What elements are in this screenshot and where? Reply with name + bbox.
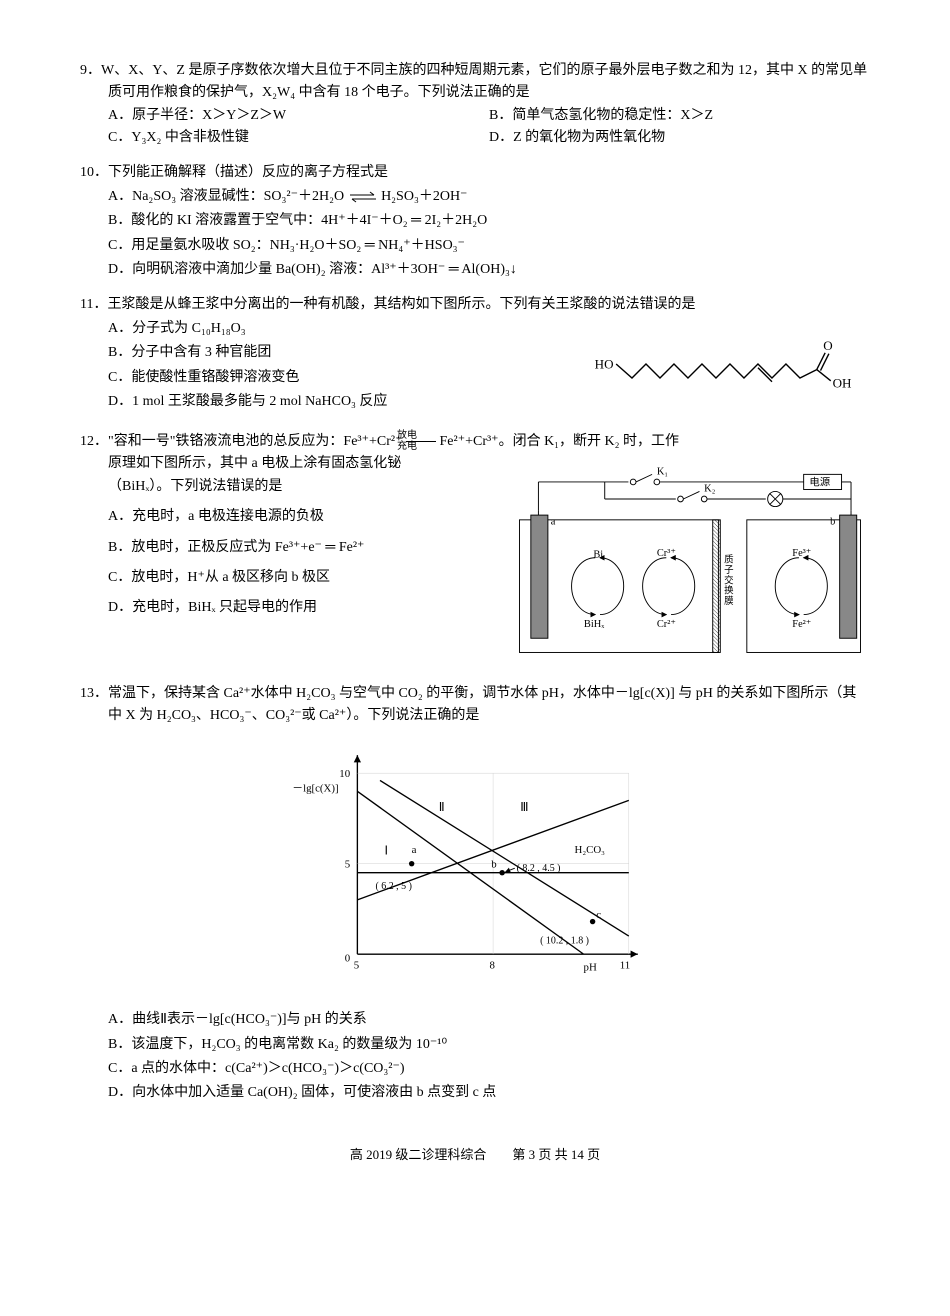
membrane-label: 质子交换膜 — [724, 554, 734, 608]
q13-opt-b: B．该温度下，H₂CO₃ 的电离常数 Ka₂ 的数量级为 10⁻¹⁰ — [108, 1034, 870, 1056]
cr2-label: Cr²⁺ — [657, 619, 676, 630]
q12-opt-a: A．充电时，a 电极连接电源的负极 — [108, 506, 510, 528]
q10-opt-b: B．酸化的 KI 溶液露置于空气中：4H⁺＋4I⁻＋O₂ ═ 2I₂＋2H₂O — [108, 210, 870, 232]
q10-opt-a: A．Na₂SO₃ 溶液显碱性：SO₃²⁻＋2H₂O H₂SO₃＋2OH⁻ — [108, 186, 870, 208]
q12-text3: （BiHₓ）。下列说法错误的是 — [80, 476, 510, 498]
q9-opt-b: B．简单气态氢化物的稳定性：X＞Z — [489, 105, 870, 127]
curve-1: Ⅰ — [385, 845, 388, 858]
curve-3: Ⅲ — [520, 802, 528, 815]
q13-stem: 13．常温下，保持某含 Ca²⁺水体中 H₂CO₃ 与空气中 CO₂ 的平衡，调… — [80, 683, 870, 728]
q12-circuit-diagram: K₁ 电源 K₂ — [510, 463, 870, 670]
y-label: －lg[c(X)] — [292, 783, 338, 795]
point-a: a — [412, 844, 417, 856]
q11-stem: 11．王浆酸是从蜂王浆中分离出的一种有机酸，其结构如下图所示。下列有关王浆酸的说… — [80, 294, 870, 316]
q11-text: 王浆酸是从蜂王浆中分离出的一种有机酸，其结构如下图所示。下列有关王浆酸的说法错误… — [107, 297, 695, 312]
q11-molecule: HO O OH — [590, 336, 870, 419]
q11-opt-b: B．分子中含有 3 种官能团 — [108, 342, 590, 364]
page-footer: 高 2019 级二诊理科综合 第 3 页 共 14 页 — [80, 1145, 870, 1166]
x-label: pH — [584, 962, 597, 974]
curve-2: Ⅱ — [439, 802, 445, 815]
q10-options: A．Na₂SO₃ 溶液显碱性：SO₃²⁻＋2H₂O H₂SO₃＋2OH⁻ B．酸… — [80, 186, 870, 282]
fe3-label: Fe³⁺ — [792, 548, 811, 559]
mol-o: O — [823, 338, 832, 353]
q11-opt-c: C．能使酸性重铬酸钾溶液变色 — [108, 367, 590, 389]
q10-a-pre: A．Na₂SO₃ 溶液显碱性：SO₃²⁻＋2H₂O — [108, 189, 344, 204]
question-13: 13．常温下，保持某含 Ca²⁺水体中 H₂CO₃ 与空气中 CO₂ 的平衡，调… — [80, 683, 870, 1105]
x-8: 8 — [489, 960, 495, 972]
x-5: 5 — [354, 960, 359, 972]
q13-opt-a: A．曲线Ⅱ表示－lg[c(HCO₃⁻)]与 pH 的关系 — [108, 1009, 870, 1031]
q12-text2: 原理如下图所示，其中 a 电极上涂有固态氢化铋 — [80, 453, 510, 475]
q12-stem: 12．"容和一号"铁铬液流电池的总反应为：Fe³⁺+Cr²⁺ 放电 充电 Fe²… — [80, 431, 870, 453]
molecule-icon: HO O OH — [590, 336, 870, 411]
q11-opt-d: D．1 mol 王浆酸最多能与 2 mol NaHCO₃ 反应 — [108, 391, 590, 413]
bi-label: Bi — [593, 550, 603, 561]
q13-options: A．曲线Ⅱ表示－lg[c(HCO₃⁻)]与 pH 的关系 B．该温度下，H₂CO… — [80, 1009, 870, 1105]
q9-text: W、X、Y、Z 是原子序数依次增大且位于不同主族的四种短周期元素，它们的原子最外… — [101, 63, 867, 100]
q10-opt-d: D．向明矾溶液中滴加少量 Ba(OH)₂ 溶液：Al³⁺＋3OH⁻ ═ Al(O… — [108, 259, 870, 281]
y-5: 5 — [345, 859, 350, 871]
q9-opt-c: C．Y₃X₂ 中含非极性键 — [108, 127, 489, 149]
y-0: 0 — [345, 953, 351, 965]
point-c: c — [596, 909, 601, 921]
q9-stem: 9．W、X、Y、Z 是原子序数依次增大且位于不同主族的四种短周期元素，它们的原子… — [80, 60, 870, 105]
q13-text: 常温下，保持某含 Ca²⁺水体中 H₂CO₃ 与空气中 CO₂ 的平衡，调节水体… — [108, 686, 856, 723]
h2co3-label: H₂CO₃ — [575, 844, 606, 856]
equilibrium-arrow-icon — [348, 191, 378, 203]
question-12: 12．"容和一号"铁铬液流电池的总反应为：Fe³⁺+Cr²⁺ 放电 充电 Fe²… — [80, 431, 870, 671]
q13-chart: 10 5 0 －lg[c(X)] 5 8 11 pH H₂CO₃ Ⅰ Ⅱ Ⅲ a… — [285, 737, 665, 999]
q10-text: 下列能正确解释（描述）反应的离子方程式是 — [108, 165, 388, 180]
reversible-arrow-icon: 放电 充电 — [406, 431, 436, 452]
question-11: 11．王浆酸是从蜂王浆中分离出的一种有机酸，其结构如下图所示。下列有关王浆酸的说… — [80, 294, 870, 419]
q13-num: 13． — [80, 686, 108, 701]
q13-opt-c: C．a 点的水体中：c(Ca²⁺)＞c(HCO₃⁻)＞c(CO₃²⁻) — [108, 1058, 870, 1080]
mol-ho: HO — [595, 357, 614, 372]
q9-opt-d: D．Z 的氧化物为两性氧化物 — [489, 127, 870, 149]
q10-stem: 10．下列能正确解释（描述）反应的离子方程式是 — [80, 162, 870, 184]
battery-diagram-icon: K₁ 电源 K₂ — [510, 463, 870, 662]
point-b: b — [491, 859, 497, 871]
q10-a-post: H₂SO₃＋2OH⁻ — [381, 189, 467, 204]
q12-opt-b: B．放电时，正极反应式为 Fe³⁺+e⁻ ═ Fe²⁺ — [108, 537, 510, 559]
question-10: 10．下列能正确解释（描述）反应的离子方程式是 A．Na₂SO₃ 溶液显碱性：S… — [80, 162, 870, 282]
fe2-label: Fe²⁺ — [792, 619, 811, 630]
bihx-label: BiHₓ — [584, 619, 605, 630]
pt-a-coord: ( 6.2 , 5 ) — [375, 881, 411, 892]
q12-opt-d: D．充电时，BiHₓ 只起导电的作用 — [108, 597, 510, 619]
mol-oh: OH — [833, 375, 852, 390]
q12-text-post: Fe²⁺+Cr³⁺。闭合 K₁，断开 K₂ 时，工作 — [440, 434, 680, 449]
k2-label: K₂ — [704, 484, 716, 495]
q12-opt-c: C．放电时，H⁺从 a 极区移向 b 极区 — [108, 567, 510, 589]
q12-options: A．充电时，a 电极连接电源的负极 B．放电时，正极反应式为 Fe³⁺+e⁻ ═… — [80, 506, 510, 620]
electrode-b: b — [830, 517, 835, 528]
power-label: 电源 — [809, 476, 830, 489]
q9-opt-a: A．原子半径：X＞Y＞Z＞W — [108, 105, 489, 127]
q9-options: A．原子半径：X＞Y＞Z＞W B．简单气态氢化物的稳定性：X＞Z C．Y₃X₂ … — [80, 105, 870, 150]
q13-opt-d: D．向水体中加入适量 Ca(OH)₂ 固体，可使溶液由 b 点变到 c 点 — [108, 1082, 870, 1104]
q10-num: 10． — [80, 165, 108, 180]
q12-num: 12． — [80, 434, 108, 449]
pt-c-coord: ( 10.2 , 1.8 ) — [540, 936, 589, 947]
pt-b-coord: ( 8.2 , 4.5 ) — [517, 863, 561, 874]
k1-label: K₁ — [657, 467, 668, 478]
question-9: 9．W、X、Y、Z 是原子序数依次增大且位于不同主族的四种短周期元素，它们的原子… — [80, 60, 870, 150]
arrow-bot: 充电 — [406, 442, 436, 452]
cr3-label: Cr³⁺ — [657, 548, 676, 559]
y-10: 10 — [339, 768, 350, 780]
ph-chart-icon: 10 5 0 －lg[c(X)] 5 8 11 pH H₂CO₃ Ⅰ Ⅱ Ⅲ a… — [285, 737, 665, 990]
q9-num: 9． — [80, 63, 101, 78]
x-11: 11 — [620, 960, 630, 972]
q12-text-pre: "容和一号"铁铬液流电池的总反应为：Fe³⁺+Cr²⁺ — [108, 434, 403, 449]
q11-opt-a: A．分子式为 C₁₀H₁₈O₃ — [108, 318, 590, 340]
electrode-a: a — [551, 517, 556, 528]
q10-opt-c: C．用足量氨水吸收 SO₂：NH₃·H₂O＋SO₂ ═ NH₄⁺＋HSO₃⁻ — [108, 235, 870, 257]
q11-num: 11． — [80, 297, 107, 312]
q11-options: A．分子式为 C₁₀H₁₈O₃ B．分子中含有 3 种官能团 C．能使酸性重铬酸… — [80, 318, 590, 414]
